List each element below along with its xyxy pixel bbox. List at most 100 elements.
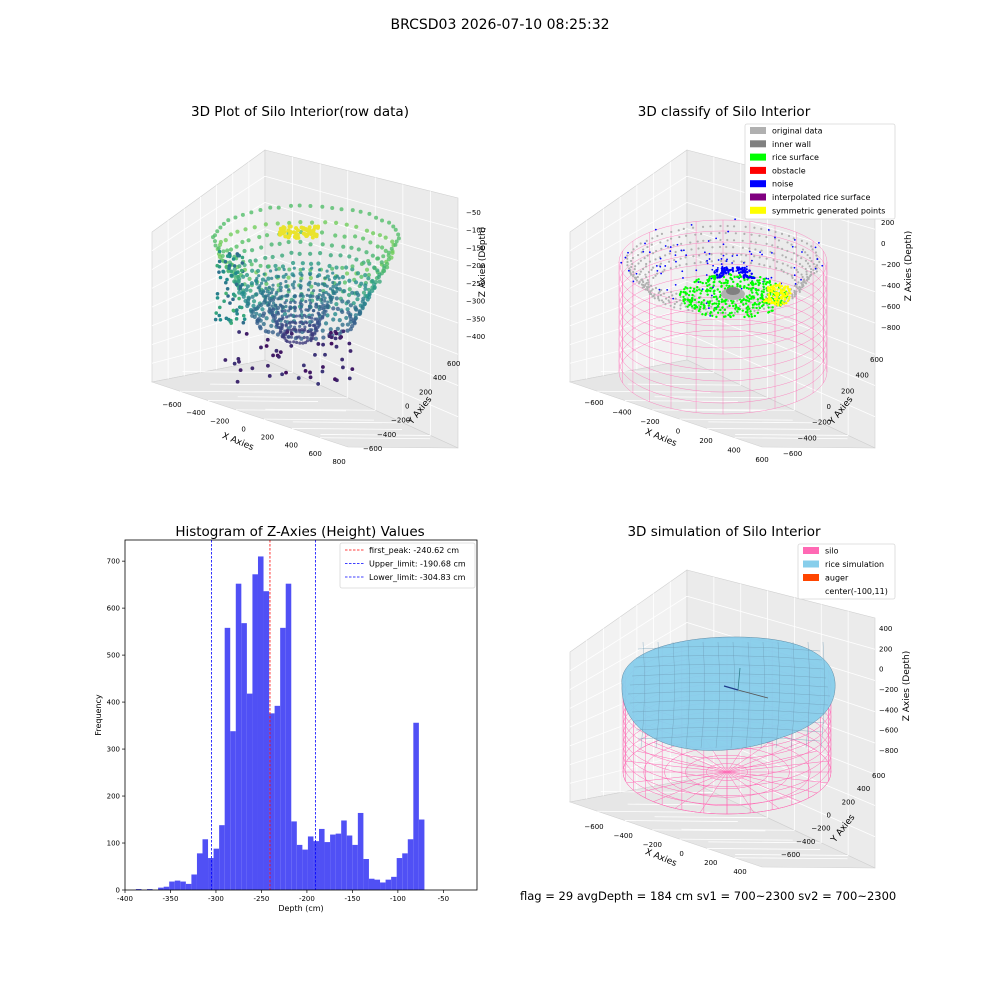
point-original-data bbox=[667, 295, 671, 299]
point-rice-surface bbox=[688, 303, 691, 307]
scatter-point bbox=[228, 232, 233, 237]
y-tick-label: −200 bbox=[391, 417, 410, 425]
scatter-point bbox=[296, 376, 301, 380]
scatter-point bbox=[323, 299, 327, 303]
pane-grid-line bbox=[569, 333, 688, 364]
point-rice-surface bbox=[713, 292, 716, 296]
point-noise bbox=[767, 228, 770, 231]
scatter-point bbox=[270, 254, 275, 260]
point-noise bbox=[742, 276, 746, 279]
scatter-point bbox=[237, 264, 242, 269]
scatter-point bbox=[317, 295, 321, 300]
scatter-point bbox=[266, 363, 270, 368]
x-tick-label: 200 bbox=[704, 859, 717, 867]
point-rice-surface bbox=[690, 305, 694, 308]
scatter-point bbox=[356, 247, 361, 252]
point-rice-surface bbox=[748, 307, 751, 310]
point-noise bbox=[715, 237, 718, 240]
scatter-point bbox=[279, 329, 283, 333]
point-rice-surface bbox=[717, 300, 721, 303]
point-noise bbox=[666, 289, 669, 291]
point-rice-surface bbox=[747, 300, 751, 303]
scatter-point bbox=[215, 229, 220, 234]
point-symmetric bbox=[780, 284, 784, 288]
point-noise bbox=[770, 276, 773, 279]
point-rice-surface bbox=[757, 288, 760, 292]
point-noise bbox=[821, 264, 824, 267]
point-noise bbox=[655, 265, 658, 267]
scatter-point bbox=[301, 294, 305, 298]
scatter-point bbox=[241, 313, 246, 318]
point-original-data bbox=[654, 286, 658, 290]
scatter-point bbox=[272, 295, 277, 300]
point-noise bbox=[720, 258, 723, 260]
scatter-point bbox=[280, 372, 285, 377]
scatter-point bbox=[350, 208, 355, 213]
z-tick-label: −150 bbox=[466, 244, 485, 252]
point-original-data bbox=[663, 268, 666, 271]
point-symmetric bbox=[784, 285, 787, 288]
histogram-bar bbox=[391, 876, 397, 890]
y-tick-label: −600 bbox=[781, 851, 800, 859]
scatter-point bbox=[250, 366, 255, 371]
point-noise bbox=[705, 274, 708, 276]
point-rice-surface bbox=[691, 296, 694, 300]
point-original-data bbox=[791, 293, 794, 296]
point-original-data bbox=[679, 295, 682, 299]
panel1-tick-labels: −600−400−2000200400600800−600−400−200020… bbox=[162, 209, 485, 466]
point-rice-surface bbox=[733, 275, 736, 279]
point-original-data bbox=[776, 260, 779, 263]
point-original-data bbox=[731, 253, 735, 256]
scatter-point bbox=[282, 267, 286, 272]
point-rice-surface bbox=[714, 295, 718, 298]
pane-grid-line bbox=[707, 848, 821, 850]
scatter-point bbox=[333, 336, 338, 341]
point-original-data bbox=[798, 285, 801, 289]
point-rice-surface bbox=[693, 298, 697, 302]
scatter-point bbox=[235, 379, 240, 384]
point-symmetric bbox=[776, 288, 779, 291]
point-noise bbox=[681, 270, 684, 273]
scatter-point bbox=[331, 317, 336, 322]
histogram-bar bbox=[374, 879, 381, 890]
point-rice-surface bbox=[712, 290, 715, 293]
point-original-data bbox=[780, 247, 784, 250]
pane-grid-line bbox=[652, 409, 766, 412]
scatter-point bbox=[323, 321, 329, 326]
point-original-data bbox=[710, 260, 713, 263]
scatter-point bbox=[269, 308, 273, 312]
point-rice-surface bbox=[762, 303, 765, 307]
scatter-point bbox=[220, 253, 225, 259]
point-rice-surface bbox=[698, 296, 701, 299]
pane-grid-line bbox=[264, 175, 459, 230]
point-original-data bbox=[768, 265, 772, 268]
scatter-point bbox=[259, 281, 264, 285]
scatter-point bbox=[250, 313, 255, 318]
point-noise bbox=[767, 277, 770, 280]
scatter-point bbox=[236, 274, 240, 279]
point-rice-surface bbox=[723, 308, 727, 311]
scatter-point bbox=[271, 353, 275, 358]
scatter-point bbox=[318, 251, 323, 256]
scatter-point bbox=[273, 263, 278, 269]
panel2-3d-classify: −600−400−2000200400600−600−400−200020040… bbox=[568, 123, 914, 464]
point-original-data bbox=[649, 284, 653, 287]
legend-swatch bbox=[750, 206, 766, 214]
legend-swatch bbox=[750, 166, 766, 174]
y-tick-label: 300 bbox=[107, 746, 120, 754]
point-original-data bbox=[734, 232, 737, 235]
point-rice-surface bbox=[683, 288, 686, 291]
point-original-data bbox=[801, 248, 805, 251]
point-rice-surface bbox=[755, 303, 758, 306]
point-symmetric bbox=[782, 302, 786, 305]
point-rice-surface bbox=[715, 307, 718, 311]
point-noise bbox=[658, 288, 661, 291]
x-tick-label: −400 bbox=[612, 409, 631, 417]
point-original-data bbox=[805, 270, 808, 273]
point-original-data bbox=[744, 225, 747, 229]
point-original-data bbox=[802, 280, 805, 284]
z-tick-label: −600 bbox=[881, 303, 900, 311]
scatter-point bbox=[275, 332, 281, 337]
point-noise bbox=[742, 274, 746, 277]
scatter-point bbox=[269, 299, 273, 303]
